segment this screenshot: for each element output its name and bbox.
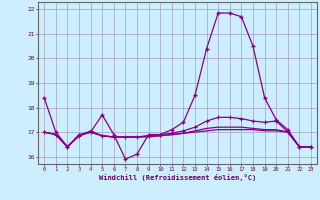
X-axis label: Windchill (Refroidissement éolien,°C): Windchill (Refroidissement éolien,°C) (99, 174, 256, 181)
